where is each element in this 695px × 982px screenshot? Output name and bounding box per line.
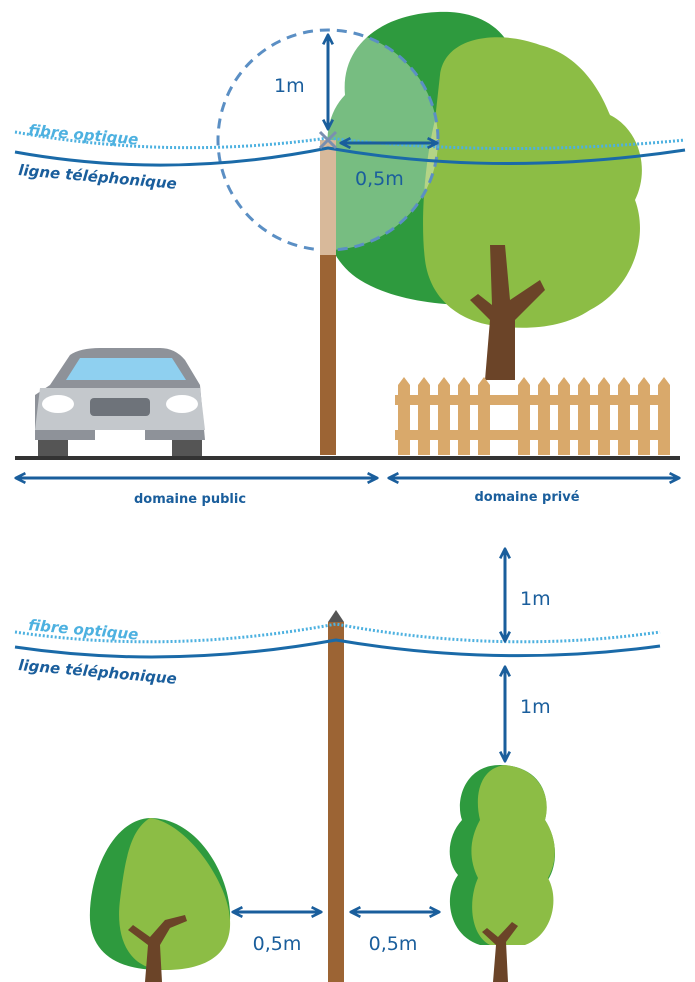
distance-label: 0,5m — [369, 933, 418, 955]
columnar-tree — [450, 765, 555, 982]
pole — [328, 610, 344, 982]
distance-label: 1m — [274, 75, 305, 97]
fence — [395, 377, 670, 455]
pole — [320, 140, 336, 455]
distance-label: 0,5m — [355, 168, 404, 190]
domain-label: domaine public — [134, 492, 246, 507]
fiber-label: fibre optique — [28, 121, 139, 149]
distance-label: 0,5m — [253, 933, 302, 955]
small-tree — [90, 818, 230, 982]
illustration: fibre optique ligne téléphonique 1m 0,5m… — [0, 0, 695, 982]
page: {"top": {"fiber_label": "fibre optique",… — [0, 0, 695, 982]
phone-label: ligne téléphonique — [18, 656, 178, 688]
distance-label: 1m — [520, 696, 551, 718]
distance-label: 1m — [520, 588, 551, 610]
car — [35, 348, 205, 456]
domain-label: domaine privé — [474, 490, 579, 505]
